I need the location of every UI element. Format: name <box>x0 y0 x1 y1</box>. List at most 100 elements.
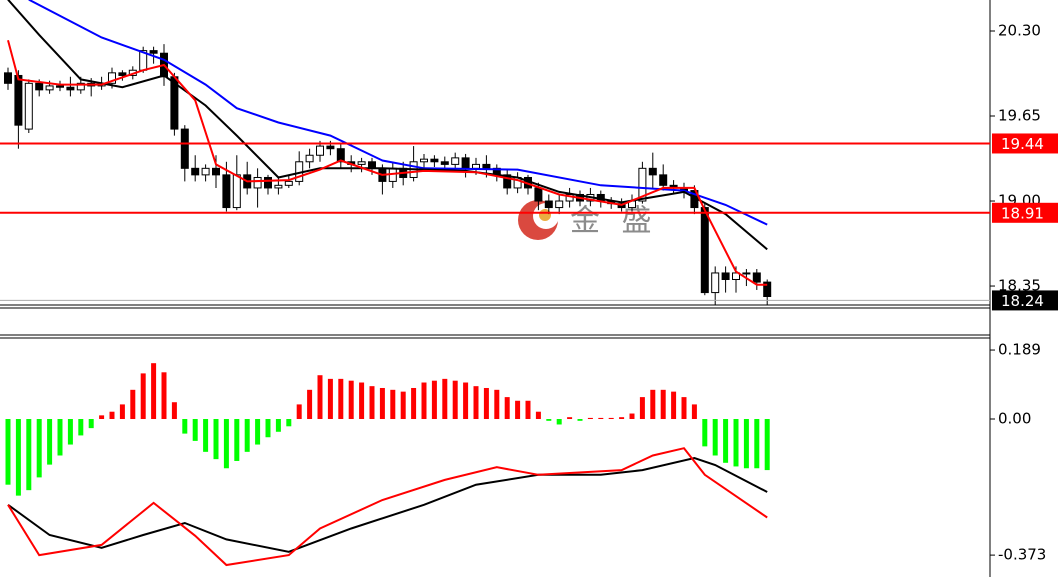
histogram-bar <box>296 404 302 420</box>
y-tick-label: 0.00 <box>998 410 1031 428</box>
histogram-bar <box>546 419 552 421</box>
histogram-bar <box>78 419 84 436</box>
candle-body <box>24 82 33 130</box>
candle-body <box>76 82 85 91</box>
histogram-bar <box>504 397 510 420</box>
histogram-bar <box>671 391 677 420</box>
candle-body <box>482 163 491 169</box>
candle-body <box>451 157 460 165</box>
histogram-bar <box>234 419 240 461</box>
histogram-bar <box>203 419 209 452</box>
histogram-bar <box>463 382 469 420</box>
y-tick-label: 0.189 <box>998 341 1041 359</box>
candle-body <box>326 145 335 150</box>
histogram-bar <box>359 382 365 420</box>
histogram-bar <box>119 404 125 420</box>
last-price-box <box>992 290 1058 311</box>
histogram-bar <box>733 419 739 467</box>
histogram-bar <box>67 419 73 445</box>
histogram-bar <box>327 378 333 420</box>
candle-body <box>732 272 740 280</box>
histogram-bar <box>47 419 53 465</box>
y-tick-label: 18.35 <box>998 277 1041 295</box>
candle-body <box>461 157 470 169</box>
candle-body <box>336 148 345 163</box>
candle-body <box>503 174 512 189</box>
histogram-bar <box>379 387 385 420</box>
candle-body <box>118 72 127 76</box>
histogram-bar <box>660 389 666 420</box>
histogram-bar <box>161 372 167 420</box>
histogram-bar <box>598 417 604 420</box>
histogram-bar <box>587 417 593 420</box>
histogram-bar <box>608 417 614 420</box>
candle-body <box>108 72 116 84</box>
candle-body <box>711 272 720 294</box>
candle-body <box>232 174 241 209</box>
candle-body <box>4 72 12 84</box>
histogram-bar <box>577 419 583 421</box>
histogram-bar <box>421 382 427 420</box>
histogram-bar <box>109 411 115 420</box>
histogram-bar <box>151 363 157 420</box>
histogram-bar <box>754 419 760 469</box>
histogram-bar <box>764 419 770 471</box>
histogram-bar <box>192 419 198 441</box>
candle-body <box>45 85 54 91</box>
histogram-bar <box>36 419 42 478</box>
candle-body <box>534 187 543 202</box>
histogram-bar <box>244 419 250 452</box>
candle-body <box>149 50 158 54</box>
histogram-bar <box>743 419 749 469</box>
histogram-bar <box>525 400 531 420</box>
watermark-text: 金 盛 <box>570 204 658 239</box>
histogram-bar <box>400 391 406 420</box>
histogram-bar <box>390 389 396 420</box>
histogram-bar <box>650 389 656 420</box>
price-panel <box>0 0 990 305</box>
axis: 20.3019.6519.0018.3519.4418.9118.240.189… <box>990 21 1058 564</box>
indicator-line <box>7 39 768 286</box>
candle-body <box>180 128 189 169</box>
level-label: 18.91 <box>1001 204 1044 222</box>
histogram-bar <box>473 386 479 420</box>
indicator-line <box>28 0 768 226</box>
histogram-bar <box>556 419 562 425</box>
candle-body <box>544 200 553 209</box>
histogram-bar <box>182 419 188 434</box>
candle-body <box>66 86 75 91</box>
candle-body <box>274 184 283 189</box>
histogram-bar <box>223 419 229 469</box>
histogram-bar <box>431 380 437 420</box>
candle-body <box>648 167 657 176</box>
histogram-bar <box>15 419 21 496</box>
histogram-bar <box>691 404 697 420</box>
candle-body <box>14 74 23 126</box>
histogram-bar <box>535 411 541 420</box>
candle-body <box>212 167 220 176</box>
candle-body <box>253 176 262 189</box>
histogram-bar <box>567 417 573 420</box>
last-price-label: 18.24 <box>1001 292 1044 310</box>
histogram-bar <box>130 389 136 420</box>
histogram-bar <box>411 387 417 420</box>
histogram-bar <box>140 373 146 420</box>
candle-body <box>35 82 44 91</box>
histogram-bar <box>57 419 63 456</box>
histogram-bar <box>338 378 344 420</box>
histogram-bar <box>452 380 458 420</box>
candle-body <box>555 200 564 209</box>
candle-body <box>721 272 730 280</box>
histogram-bar <box>681 397 687 420</box>
y-tick-label: 19.65 <box>998 107 1041 125</box>
indicator-line <box>7 447 768 567</box>
histogram-bar <box>171 402 177 420</box>
candle-body <box>472 163 480 169</box>
candle-body <box>305 154 314 163</box>
histogram-bar <box>639 397 645 420</box>
histogram-bar <box>619 417 625 420</box>
histogram-bar <box>213 419 219 460</box>
level-label-box <box>992 202 1058 223</box>
y-tick-label: 20.30 <box>998 21 1041 39</box>
histogram-bar <box>5 419 11 485</box>
